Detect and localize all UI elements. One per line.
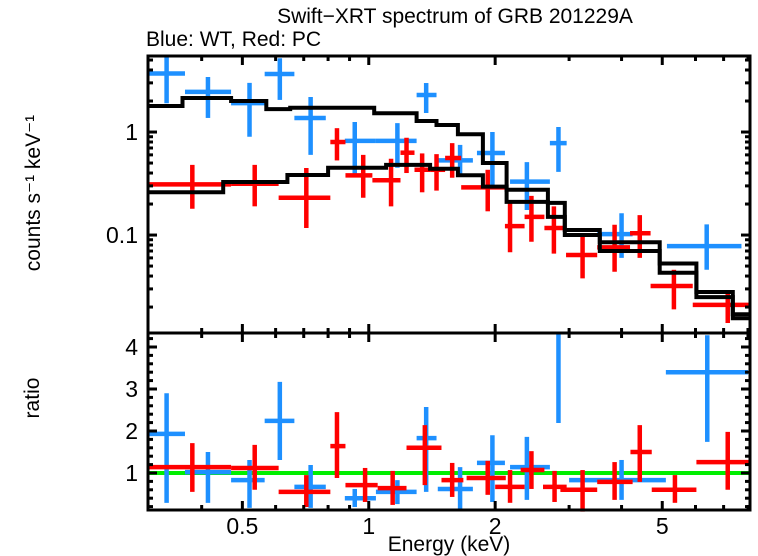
data-point <box>231 444 279 490</box>
x-tick-label: 2 <box>489 513 502 539</box>
chart-title: Swift−XRT spectrum of GRB 201229A <box>277 5 633 28</box>
data-point <box>149 443 232 492</box>
data-point <box>543 470 567 502</box>
data-point <box>377 470 407 505</box>
data-point <box>344 488 376 508</box>
data-point <box>231 164 279 207</box>
data-point <box>416 83 437 114</box>
data-point <box>556 333 561 424</box>
data-point <box>495 470 525 503</box>
data-point <box>149 393 185 503</box>
data-point <box>520 451 545 489</box>
wt-ratio <box>149 333 748 511</box>
pc-model-line <box>148 162 750 317</box>
data-point <box>437 467 473 511</box>
ratio-ticks <box>148 333 750 510</box>
data-point <box>549 126 567 172</box>
y-tick-label: 3 <box>125 376 138 402</box>
y-tick-label: 2 <box>125 418 138 444</box>
data-point <box>375 480 417 505</box>
data-point <box>666 224 742 270</box>
data-point <box>560 470 598 512</box>
data-point <box>445 143 462 178</box>
data-point <box>466 460 506 495</box>
data-point <box>375 123 417 168</box>
data-point <box>566 235 598 279</box>
data-point <box>544 206 567 254</box>
x-tick-label: 5 <box>656 513 669 539</box>
x-axis-label: Energy (keV) <box>387 533 511 556</box>
data-point <box>231 82 265 137</box>
data-point <box>650 269 693 310</box>
data-point <box>441 462 464 497</box>
data-point <box>278 475 331 508</box>
data-point <box>665 335 748 442</box>
data-point <box>345 467 378 502</box>
data-point <box>597 462 633 500</box>
data-point <box>504 201 525 253</box>
chart-legend-note: Blue: WT, Red: PC <box>146 28 322 51</box>
ratio-panel <box>148 333 750 512</box>
data-point <box>278 168 331 229</box>
spectrum-panel <box>148 56 750 324</box>
spectrum-panel-frame <box>146 54 752 335</box>
ratio-panel-frame <box>146 331 752 512</box>
data-point <box>414 153 431 193</box>
data-point <box>294 465 326 508</box>
data-point <box>264 58 295 100</box>
data-point <box>437 144 473 177</box>
y-axis-label-ratio: ratio <box>21 377 44 419</box>
y-tick-label: 1 <box>125 119 138 145</box>
data-point <box>597 224 631 272</box>
y-tick-label: 1 <box>125 460 138 486</box>
data-point <box>696 431 750 490</box>
data-point <box>651 475 697 503</box>
data-point <box>630 425 652 482</box>
y-tick-label: 4 <box>125 334 138 360</box>
pc-ratio <box>149 412 750 512</box>
data-point <box>406 425 442 486</box>
data-point <box>264 381 295 460</box>
pc-data <box>149 128 750 324</box>
data-point <box>149 56 185 104</box>
data-point <box>330 128 346 161</box>
spectrum-ticks <box>148 56 750 333</box>
x-tick-label: 0.5 <box>226 513 258 539</box>
data-point <box>294 96 326 155</box>
x-tick-label: 1 <box>362 513 375 539</box>
data-point <box>476 435 505 502</box>
data-point <box>149 164 232 209</box>
data-point <box>345 154 373 198</box>
data-point <box>400 137 415 174</box>
data-point <box>330 412 346 479</box>
y-tick-label: 0.1 <box>106 222 138 248</box>
wt-data <box>149 56 742 270</box>
